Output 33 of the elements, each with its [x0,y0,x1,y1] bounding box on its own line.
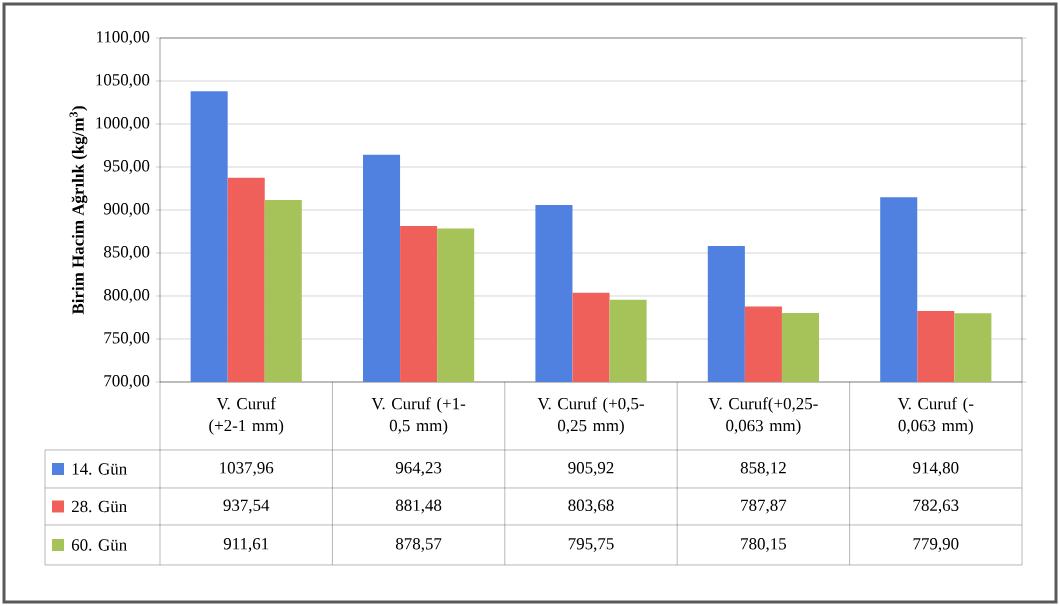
data-label: 782,63 [913,499,959,514]
x-tick-label: V. Curuf (-0,063 mm) [897,397,974,435]
x-tick-label: V. Curuf(+0,25-0,063 mm) [708,397,818,435]
y-tick-label: 700,00 [104,375,150,389]
x-tick-label: V. Curuf (+1-0,5 mm) [371,397,466,435]
legend-label: 14. Gün [72,463,127,475]
data-label: 911,61 [223,538,269,552]
data-label: 795,75 [568,538,614,552]
data-label: 1037,96 [220,462,274,476]
y-tick-label: 800,00 [103,289,150,303]
y-tick-label: 950,00 [103,160,150,174]
legend-label: 60. Gün [71,539,127,551]
y-tick-label: 900,00 [103,203,150,217]
y-tick-label: 850,00 [103,246,150,260]
data-label: 881,48 [395,499,442,514]
data-label: 937,54 [223,499,270,514]
data-label: 905,92 [568,462,614,476]
data-label: 803,68 [568,499,614,514]
x-tick-label: V. Curuf (+0,5-0,25 mm) [537,397,644,435]
data-label: 780,15 [741,538,787,552]
data-label: 858,12 [740,462,786,476]
data-label: 964,23 [395,462,442,476]
y-tick-label: 1050,00 [96,74,150,88]
y-tick-label: 1000,00 [96,117,150,131]
data-label: 914,80 [913,462,959,476]
y-tick-label: 1100,00 [96,31,150,45]
x-tick-label: V. Curuf (+2-1 mm) [209,397,284,435]
data-label: 787,87 [741,499,787,514]
legend-label: 28. Gün [71,500,127,513]
data-label: 779,90 [913,538,959,552]
data-label: 878,57 [395,538,442,552]
y-tick-label: 750,00 [104,332,150,346]
text: Birim Hacim Ağrılık (kg/m$^{3}$) [69,106,88,315]
